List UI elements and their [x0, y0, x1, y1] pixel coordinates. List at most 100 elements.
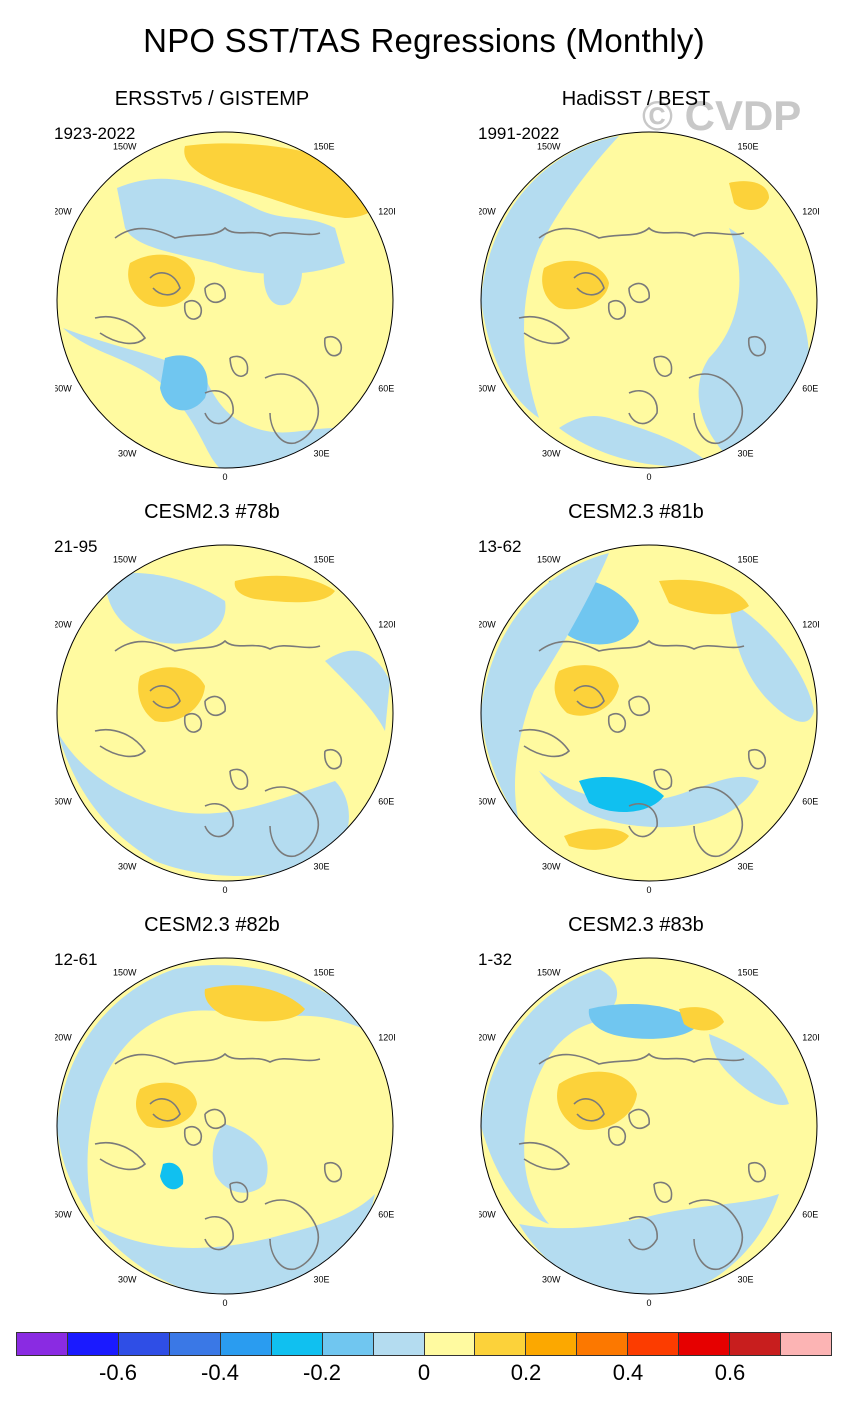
- anomaly-patch: [559, 416, 709, 467]
- colorbar-swatch: [220, 1333, 272, 1355]
- anomaly-patch: [729, 181, 769, 210]
- anomaly-patch: [659, 579, 749, 615]
- longitude-label: 150W: [113, 968, 137, 978]
- anomaly-patch: [698, 228, 809, 458]
- colorbar-tick-label: -0.6: [99, 1360, 137, 1385]
- coastline: [229, 1181, 249, 1203]
- anomaly-patch: [542, 260, 609, 310]
- longitude-label: 0: [222, 1298, 227, 1308]
- colorbar-tick-label: -0.2: [303, 1360, 341, 1385]
- anomaly-patch: [234, 575, 335, 603]
- coastline: [94, 729, 147, 758]
- longitude-label: 60E: [378, 384, 394, 394]
- anomaly-patch: [679, 1007, 724, 1031]
- longitude-label: 60W: [479, 1210, 496, 1220]
- coastline: [628, 1108, 650, 1130]
- coastline: [628, 1215, 658, 1251]
- panel-title: CESM2.3 #81b: [568, 501, 704, 523]
- coastline: [183, 712, 203, 733]
- coastline: [747, 1161, 767, 1183]
- anomaly-patch: [128, 254, 195, 307]
- panel-title: ERSSTv5 / GISTEMP: [114, 88, 310, 110]
- colorbar-tick-label: 0.6: [714, 1360, 746, 1385]
- anomaly-patch: [160, 1162, 184, 1190]
- anomaly-patch: [204, 985, 305, 1022]
- coastline: [323, 748, 343, 770]
- anomaly-patch: [263, 238, 302, 306]
- coastline: [114, 1052, 321, 1065]
- coastline: [747, 335, 767, 357]
- polar-map: 180150E120E90E60E30E030W60W90W120W150W: [55, 957, 395, 1308]
- colorbar-swatch: [271, 1333, 323, 1355]
- coastline: [204, 1215, 234, 1251]
- coastline: [323, 335, 343, 357]
- anomaly-patch: [564, 828, 629, 850]
- map-panel: CESM2.3 #82b12-61180150E120E90E60E30E030…: [0, 914, 424, 1327]
- map-panel: CESM2.3 #81b13-62180150E120E90E60E30E030…: [424, 501, 848, 914]
- longitude-label: 30W: [118, 1274, 137, 1284]
- coastline: [94, 316, 147, 345]
- colorbar-swatch: [628, 1333, 680, 1355]
- map-panel: ERSSTv5 / GISTEMP1923-2022180150E120E90E…: [0, 88, 424, 501]
- longitude-label: 150E: [738, 968, 759, 978]
- coastline: [323, 1161, 343, 1183]
- colorbar-swatch: [526, 1333, 578, 1355]
- colorbar-swatch: [118, 1333, 170, 1355]
- colorbar-swatch: [17, 1333, 68, 1355]
- coastline: [149, 272, 181, 296]
- cvdp-watermark: © CVDP: [642, 92, 802, 139]
- longitude-label: 60W: [55, 797, 72, 807]
- colorbar-swatch: [424, 1333, 476, 1355]
- coastline: [628, 695, 650, 717]
- longitude-label: 60W: [55, 1210, 72, 1220]
- coastline: [204, 282, 226, 304]
- longitude-label: 120E: [378, 620, 395, 630]
- longitude-label: 30E: [738, 861, 754, 871]
- longitude-label: 60E: [378, 1210, 394, 1220]
- coastline: [573, 272, 605, 296]
- longitude-label: 60W: [55, 384, 72, 394]
- longitude-label: 120W: [479, 620, 496, 630]
- longitude-label: 120E: [378, 1033, 395, 1043]
- longitude-label: 30W: [542, 861, 561, 871]
- longitude-label: 120E: [802, 1033, 819, 1043]
- anomaly-patch: [481, 553, 609, 821]
- panel-period: 1991-2022: [478, 124, 560, 143]
- coastline: [264, 786, 320, 857]
- longitude-label: 150E: [738, 142, 759, 152]
- coastline: [518, 1142, 571, 1171]
- longitude-label: 120W: [55, 1033, 72, 1043]
- anomaly-patch: [105, 572, 226, 644]
- map-panel: HadiSST / BEST1991-2022180150E120E90E60E…: [424, 88, 848, 501]
- longitude-label: 60E: [378, 797, 394, 807]
- polar-map: 180150E120E90E60E30E030W60W90W120W150W: [55, 131, 395, 482]
- map-background-field: [481, 545, 817, 881]
- longitude-label: 150E: [314, 555, 335, 565]
- longitude-label: 30W: [118, 861, 137, 871]
- anomaly-patch: [160, 355, 208, 411]
- longitude-label: 120E: [802, 620, 819, 630]
- coastline: [628, 389, 658, 425]
- longitude-label: 30W: [118, 448, 137, 458]
- coastline: [229, 355, 249, 377]
- coastline: [149, 685, 181, 709]
- coastline: [607, 299, 627, 320]
- longitude-label: 30W: [542, 1274, 561, 1284]
- longitude-label: 60E: [802, 797, 818, 807]
- colorbar-swatch: [373, 1333, 425, 1355]
- longitude-label: 30E: [738, 1274, 754, 1284]
- colorbar-swatch: [679, 1333, 731, 1355]
- longitude-label: 60W: [479, 797, 496, 807]
- coastline: [204, 695, 226, 717]
- colorbar-swatch: [169, 1333, 221, 1355]
- coastline: [538, 1052, 745, 1065]
- longitude-label: 60E: [802, 384, 818, 394]
- map-border: [56, 957, 394, 1295]
- coastline: [628, 802, 658, 838]
- polar-map: 180150E120E90E60E30E030W60W90W120W150W: [55, 544, 395, 895]
- coastline: [538, 639, 745, 652]
- anomaly-patch: [135, 1082, 197, 1128]
- coastline: [747, 748, 767, 770]
- longitude-label: 0: [222, 472, 227, 482]
- anomaly-patch: [325, 650, 390, 731]
